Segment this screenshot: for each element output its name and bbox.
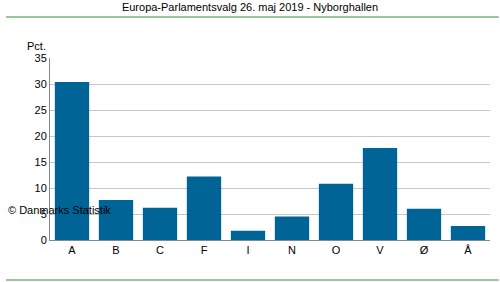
svg-text:V: V <box>376 244 384 256</box>
svg-text:Pct.: Pct. <box>27 40 46 52</box>
svg-text:Å: Å <box>464 244 472 256</box>
svg-text:C: C <box>156 244 164 256</box>
svg-text:5: 5 <box>41 208 47 220</box>
svg-text:25: 25 <box>35 104 47 116</box>
svg-text:N: N <box>288 244 296 256</box>
svg-text:I: I <box>246 244 249 256</box>
svg-text:10: 10 <box>35 182 47 194</box>
svg-text:B: B <box>112 244 119 256</box>
svg-text:A: A <box>68 244 76 256</box>
svg-text:Europa-Parlamentsvalg 26. maj: Europa-Parlamentsvalg 26. maj 2019 - Nyb… <box>122 1 378 13</box>
svg-text:© Danmarks Statistik: © Danmarks Statistik <box>8 204 111 216</box>
svg-text:Ø: Ø <box>420 244 429 256</box>
svg-text:15: 15 <box>35 156 47 168</box>
svg-text:O: O <box>332 244 341 256</box>
svg-text:20: 20 <box>35 130 47 142</box>
svg-text:30: 30 <box>35 78 47 90</box>
svg-text:35: 35 <box>35 52 47 64</box>
svg-text:0: 0 <box>41 234 47 246</box>
svg-text:F: F <box>201 244 208 256</box>
